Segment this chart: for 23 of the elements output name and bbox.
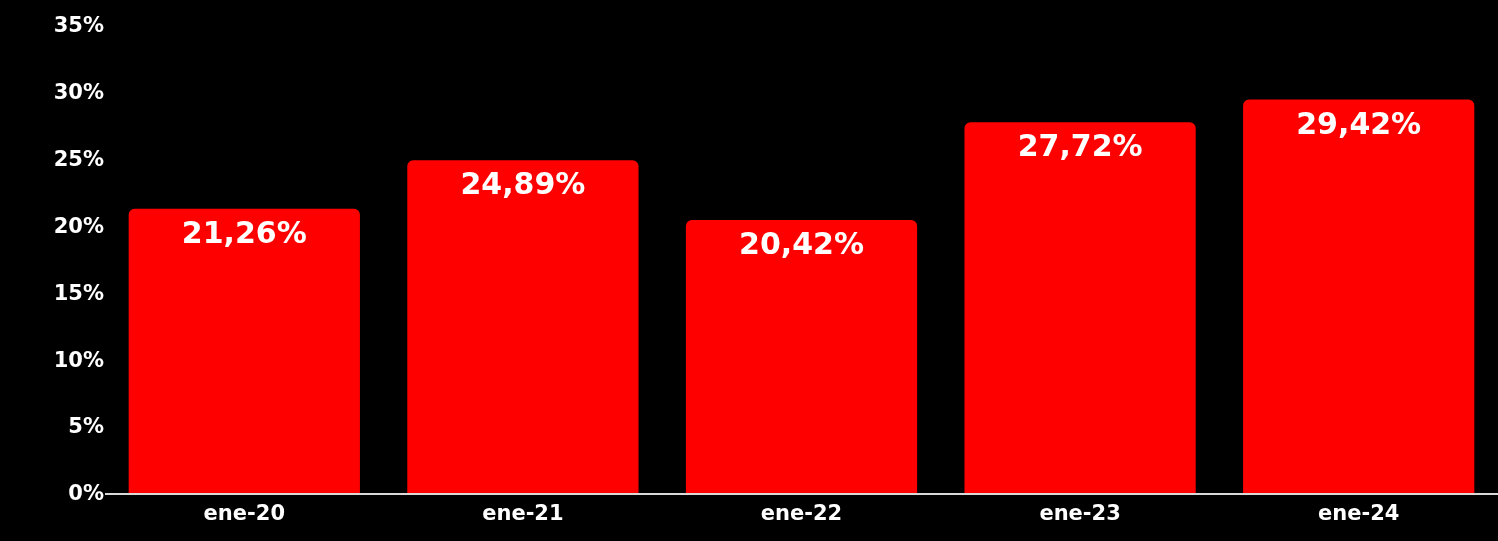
y-tick-label: 35% [53, 13, 104, 38]
bar [964, 122, 1196, 493]
x-tick-label: ene-22 [760, 501, 843, 526]
y-tick-label: 20% [53, 213, 104, 238]
bar [128, 208, 360, 493]
y-tick-label: 10% [53, 347, 104, 372]
x-tick-label: ene-21 [482, 501, 564, 526]
y-tick-label: 0% [68, 481, 104, 506]
x-tick-label: ene-24 [1318, 501, 1400, 526]
data-label: 29,42% [1296, 105, 1422, 141]
y-tick-label: 25% [53, 147, 104, 172]
x-tick-label: ene-23 [1039, 501, 1121, 526]
data-label: 20,42% [739, 225, 864, 261]
bar [407, 160, 639, 493]
y-tick-label: 15% [53, 280, 104, 305]
data-label: 24,89% [460, 166, 586, 202]
y-tick-label: 30% [53, 80, 104, 105]
data-label: 27,72% [1017, 128, 1143, 164]
y-tick-label: 5% [68, 414, 104, 439]
x-tick-label: ene-20 [203, 501, 285, 526]
bar [685, 219, 918, 493]
data-label: 21,26% [181, 214, 307, 250]
bar [1243, 99, 1475, 493]
